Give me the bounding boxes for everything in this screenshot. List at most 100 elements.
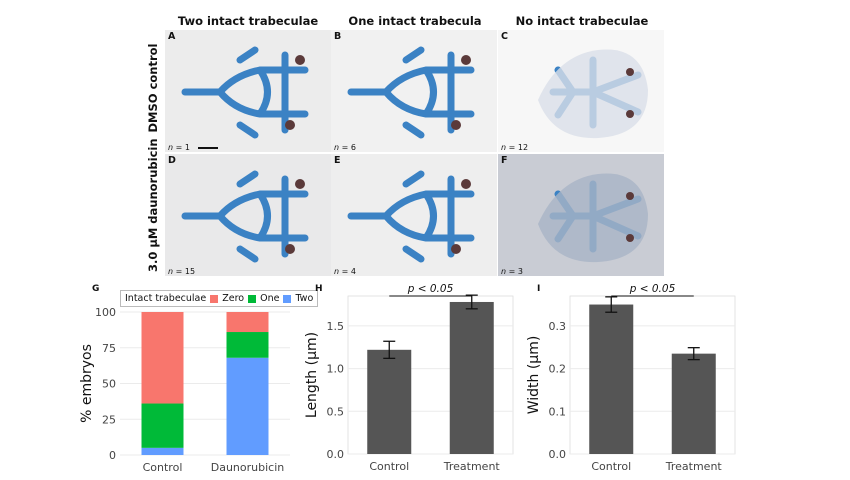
legend: Intact trabeculae Zero One Two (120, 290, 319, 307)
eye (461, 55, 471, 65)
head-tissue (538, 173, 648, 263)
column-title-none: No intact trabeculae (515, 14, 649, 28)
chart-g-stacked-bar: 0 25 50 75 100 Control Daunorubicin % embryos (79, 306, 290, 474)
y-tick-label: 0.3 (549, 320, 567, 333)
bar (671, 353, 716, 454)
cartilage-illustration (347, 170, 475, 263)
y-tick-label: 0.0 (549, 448, 567, 461)
legend-label-two: Two (295, 293, 314, 304)
y-tick-label: 0.0 (327, 448, 345, 461)
bar-segment-one (226, 332, 269, 358)
sample-size-label: n = 12 (501, 143, 528, 152)
eye (295, 179, 305, 189)
sample-size-label: n = 6 (334, 143, 356, 152)
y-tick-label: 100 (95, 306, 116, 319)
scale-bar (198, 147, 218, 149)
cartilage-illustration (538, 49, 648, 139)
eye (626, 110, 634, 118)
bar-segment-zero (141, 312, 184, 404)
eye (626, 234, 634, 242)
cartilage-illustration (538, 173, 648, 263)
chart-i-width: 0.0 0.1 0.2 0.3 Control Treatment p < 0.05 Widt… (526, 283, 736, 473)
chart-h-length: 0.0 0.5 1.0 1.5 Control Treatment p < 0.05 Leng… (304, 283, 514, 473)
cartilage-trabeculae (181, 46, 309, 139)
cartilage-skeleton (181, 46, 309, 139)
eye (461, 179, 471, 189)
x-tick-label: Control (591, 460, 631, 473)
bar (449, 301, 494, 454)
significance-label: p < 0.05 (407, 283, 454, 295)
panel-letter-c: C (501, 31, 508, 42)
eye (626, 68, 634, 76)
significance-label: p < 0.05 (629, 283, 676, 295)
cartilage-illustration (181, 170, 309, 263)
sample-size-label: n = 1 (168, 143, 190, 152)
head-tissue (538, 49, 648, 139)
sample-size-value: = 4 (339, 267, 356, 276)
bar-segment-two (226, 357, 269, 455)
row-label-daunorubicin: 3.0 μM daunorubicin (146, 138, 160, 272)
cartilage-skeleton (347, 170, 475, 263)
legend-label-zero: Zero (222, 293, 245, 304)
x-tick-label: Treatment (665, 460, 723, 473)
cartilage-trabeculae (347, 170, 475, 263)
panel-letter-f: F (501, 155, 508, 166)
column-title-two: Two intact trabeculae (177, 14, 319, 28)
legend-swatch-one (248, 294, 257, 303)
y-tick-label: 50 (102, 378, 116, 391)
row-label-dmso: DMSO control (146, 43, 160, 133)
eye (295, 55, 305, 65)
x-tick-label: Control (143, 461, 183, 474)
bar (589, 304, 634, 454)
x-tick-label: Daunorubicin (211, 461, 285, 474)
panel-letter-a: A (168, 31, 176, 42)
sample-size-symbol: n (501, 143, 507, 152)
bar (367, 349, 412, 454)
y-tick-label: 1.5 (327, 320, 345, 333)
cartilage-illustration (347, 46, 475, 139)
cartilage-trabeculae (347, 46, 475, 139)
sample-size-symbol: n (168, 267, 174, 276)
bar-segment-two (141, 447, 184, 455)
y-tick-label: 25 (102, 413, 116, 426)
x-tick-label: Control (369, 460, 409, 473)
sample-size-value: = 15 (173, 267, 196, 276)
sample-size-label: n = 4 (334, 267, 356, 276)
bar-segment-zero (226, 312, 269, 333)
sample-size-value: = 1 (173, 143, 190, 152)
y-tick-label: 0.2 (549, 363, 567, 376)
x-tick-label: Treatment (443, 460, 501, 473)
eye (285, 244, 295, 254)
panel-letter-g: G (92, 284, 100, 294)
cartilage-skeleton (181, 170, 309, 263)
sample-size-value: = 12 (506, 143, 529, 152)
y-tick-label: 0.1 (549, 405, 567, 418)
cartilage-trabeculae (181, 170, 309, 263)
panel-letter-h: H (315, 284, 323, 294)
cartilage-skeleton (347, 46, 475, 139)
y-tick-label: 1.0 (327, 363, 345, 376)
panel-letter-e: E (334, 155, 341, 166)
sample-size-label: n = 15 (168, 267, 195, 276)
sample-size-value: = 3 (506, 267, 523, 276)
legend-label-one: One (260, 293, 280, 304)
sample-size-symbol: n (168, 143, 174, 152)
y-axis-label: Width (μm) (526, 336, 542, 415)
legend-title: Intact trabeculae (125, 293, 207, 304)
sample-size-symbol: n (334, 267, 340, 276)
legend-swatch-two (283, 294, 292, 303)
bar-segment-one (141, 403, 184, 448)
panel-letter-i: I (537, 284, 541, 294)
eye (451, 120, 461, 130)
y-axis-label: Length (μm) (304, 332, 320, 418)
y-tick-label: 0 (109, 449, 116, 462)
eye (285, 120, 295, 130)
column-title-one: One intact trabecula (348, 14, 482, 28)
sample-size-value: = 6 (339, 143, 356, 152)
sample-size-label: n = 3 (501, 267, 523, 276)
